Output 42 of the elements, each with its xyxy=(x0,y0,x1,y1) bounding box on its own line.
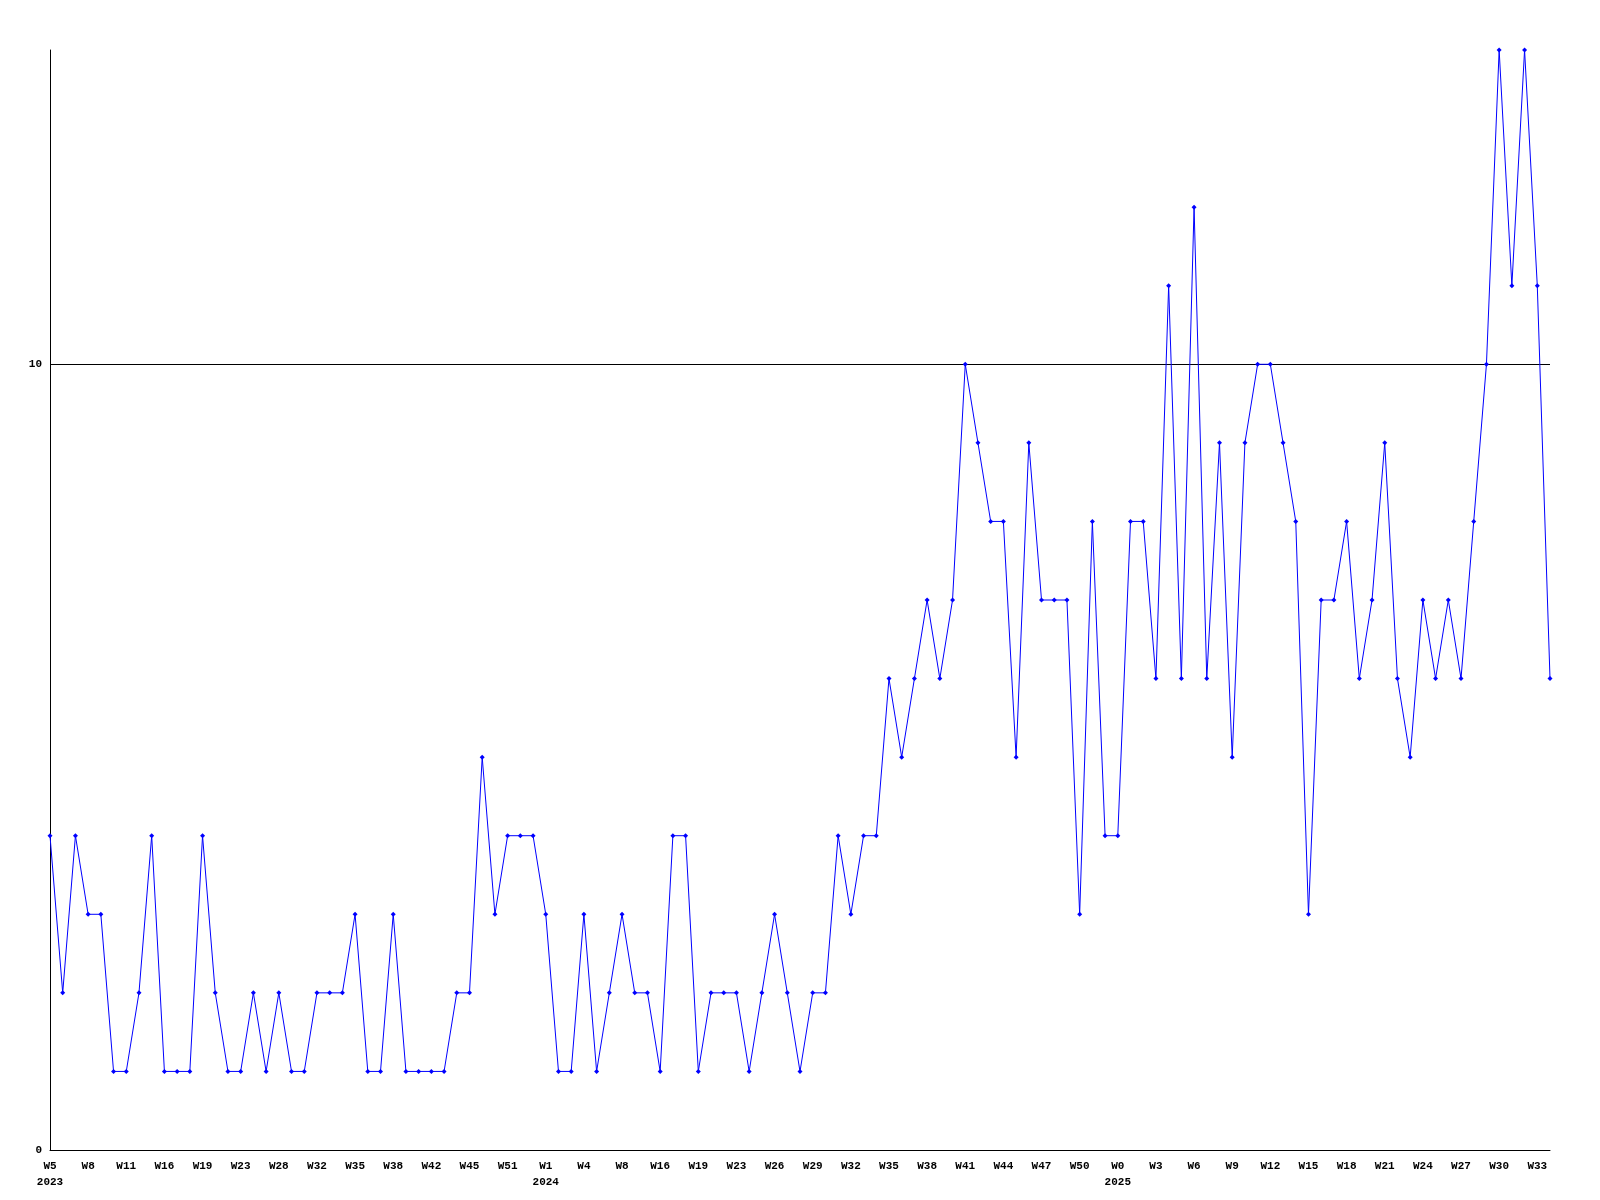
x-tick-label: W29 xyxy=(802,1160,823,1172)
x-tick-label: W50 xyxy=(1069,1160,1090,1172)
y-tick-label: 0 xyxy=(35,1144,42,1156)
x-tick-label: W38 xyxy=(917,1160,938,1172)
x-tick-label: W9 xyxy=(1225,1160,1239,1172)
x-tick-label: W23 xyxy=(726,1160,747,1172)
x-tick-label: W19 xyxy=(192,1160,213,1172)
x-tick-label: W0 2025 xyxy=(1104,1160,1132,1188)
x-tick-label: W8 xyxy=(81,1160,96,1172)
x-tick-label: W47 xyxy=(1031,1160,1052,1172)
x-tick-label: W41 xyxy=(955,1160,976,1172)
x-tick-label: W35 xyxy=(879,1160,900,1172)
x-tick-label: W32 xyxy=(840,1160,861,1172)
x-tick-label: W6 xyxy=(1187,1160,1201,1172)
x-tick-label: W33 xyxy=(1527,1160,1548,1172)
x-tick-label: W8 xyxy=(615,1160,630,1172)
x-tick-label: W38 xyxy=(383,1160,404,1172)
x-tick-label: W4 xyxy=(577,1160,591,1172)
x-tick-label: W1 2024 xyxy=(532,1160,560,1188)
x-tick-label: W28 xyxy=(268,1160,290,1172)
x-tick-label: W26 xyxy=(764,1160,785,1172)
x-tick-label: W23 xyxy=(230,1160,251,1172)
x-tick-label: W35 xyxy=(345,1160,366,1172)
x-tick-label: W45 xyxy=(459,1160,480,1172)
x-tick-label: W32 xyxy=(307,1160,327,1172)
x-tick-label: W18 xyxy=(1336,1160,1357,1172)
x-tick-label: W16 xyxy=(154,1160,175,1172)
x-tick-label: W3 xyxy=(1149,1160,1163,1172)
x-tick-label: W21 xyxy=(1374,1160,1396,1172)
x-tick-label: W27 xyxy=(1451,1160,1471,1172)
x-tick-label: W12 xyxy=(1260,1160,1281,1172)
x-tick-label: W44 xyxy=(993,1160,1014,1172)
y-tick-label: 10 xyxy=(28,358,42,371)
x-tick-label: W42 xyxy=(421,1160,442,1172)
x-tick-label: W24 xyxy=(1412,1160,1434,1172)
x-tick-label: W30 xyxy=(1489,1160,1510,1172)
x-tick-label: W19 xyxy=(688,1160,709,1172)
x-tick-label: W51 xyxy=(497,1160,518,1172)
x-tick-label: W15 xyxy=(1298,1160,1319,1172)
x-tick-label: W5 2023 xyxy=(36,1160,64,1188)
x-tick-label: W16 xyxy=(650,1160,671,1172)
x-tick-label: W11 xyxy=(116,1160,137,1172)
